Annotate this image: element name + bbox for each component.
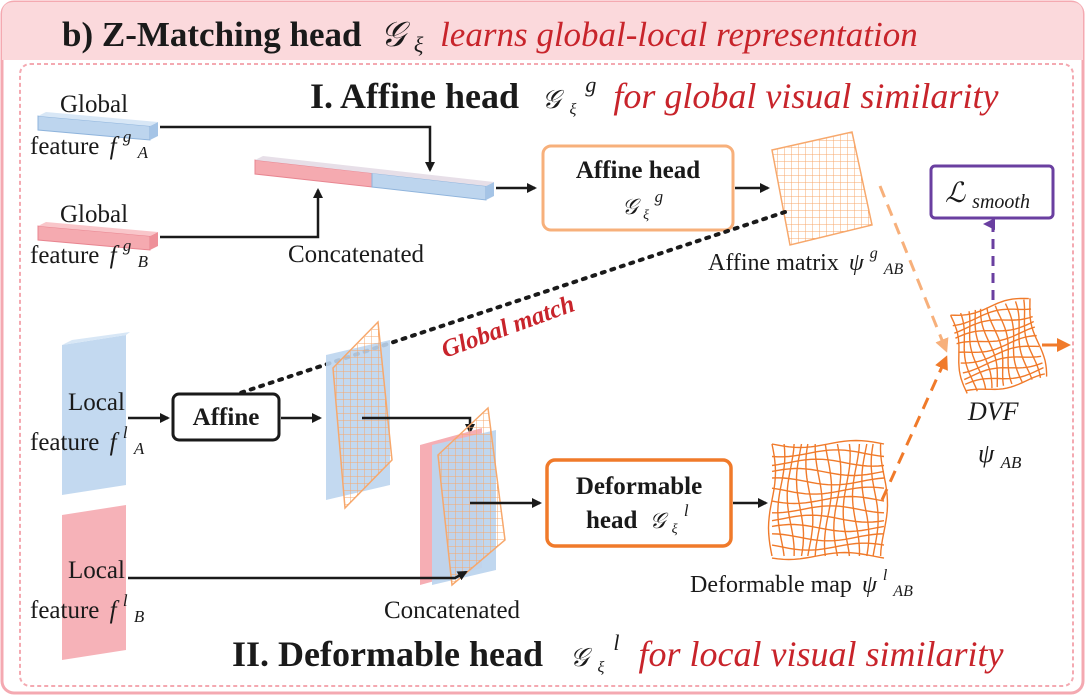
grid-line [767,443,777,557]
grid-line [958,334,1037,354]
grid-line [771,514,885,523]
grid-line [842,443,851,557]
grid-line [963,362,1043,381]
header-band [2,2,1083,60]
section2-symbol: 𝒢 [570,643,593,672]
grid-line [805,443,814,557]
dvf-title: DVF [967,397,1020,426]
affine-head-title: Affine head [576,157,700,184]
loss-smooth-label: ℒ smooth [945,178,1030,213]
section1-description: for global visual similarity [613,76,998,116]
arrow-deformable-map-to-dvf [880,355,948,501]
grid-line [950,297,1029,316]
grid-line [771,542,885,551]
grid-line [960,345,1039,364]
concatenated-bottom-label: Concatenated [384,597,521,624]
global-a-line1: Global [60,91,128,118]
global-a-label: feature f g A [30,121,149,162]
grid-line [771,486,885,495]
section2-title: II. Deformable head 𝒢 ξ l for local visu… [232,618,1003,680]
grid-line [956,326,1036,345]
global-feature-b-bar [37,222,158,251]
grid-line [771,495,885,505]
grid-line [1004,303,1023,383]
grid-line [979,308,999,388]
local-b-label: feature f l B [30,585,145,626]
affine-head-box [541,144,735,232]
grid-line [962,355,1042,374]
grid-line [1023,299,1042,378]
affine-matrix-label: Affine matrix ψ g AB [708,238,904,278]
local-a-label: feature f l A [30,417,145,458]
affine-box [171,392,281,442]
header-symbol-sub: ξ [414,32,424,57]
affine-head-symbol: 𝒢 ξ g [622,187,663,224]
arrow-global-a-to-concat [160,125,435,172]
grid-line [771,533,885,542]
grid-line [964,366,1044,385]
local-feature-b-block [62,505,126,660]
arrow-global-match [228,210,787,397]
concatenated-local-blocks [420,406,506,587]
arrow-local-b-to-concat [128,570,468,581]
grid-line [861,443,870,557]
grid-line [879,443,889,557]
affine-box-label: Affine [193,404,260,431]
header-prefix: b) Z-Matching head [62,15,362,54]
grid-line [994,305,1013,385]
deformable-map-label: Deformable map ψ l AB [690,560,913,600]
section1-title: I. Affine head 𝒢 ξ g for global visual s… [310,60,998,122]
concatenated-top-label: Concatenated [288,241,425,268]
grid-line [771,477,885,486]
arrow-affine-matrix-to-dvf [878,185,949,353]
local-feature-a-block [62,332,130,495]
global-b-line1: Global [60,201,128,228]
grid-line [771,467,885,477]
grid-line [974,309,993,389]
deformable-head-line1: Deformable [576,473,702,500]
grid-line [771,523,885,533]
grid-line [966,373,1045,392]
deformable-head-line2: head 𝒢 ξ l [586,501,689,539]
deformable-head-box [545,458,733,548]
grid-line [959,312,978,392]
local-b-line1: Local [68,557,125,584]
dvf-symbol: ψ AB [978,439,1022,472]
grid-line [986,307,1005,386]
grid-line [968,311,987,390]
section2-title-text: II. Deformable head [232,634,543,674]
header-description: learns global-local representation [440,15,918,54]
header-title: b) Z-Matching head 𝒢 ξ learns global-loc… [62,15,918,60]
local-a-line1: Local [68,389,125,416]
section2-description: for local visual similarity [638,634,1003,674]
grid-line [823,443,833,557]
concatenated-global-bar [254,156,494,201]
warped-local-feature [326,320,393,510]
grid-line [1029,298,1048,377]
global-b-label: feature f g B [30,230,149,271]
header-symbol: 𝒢 [380,15,410,54]
arrow-global-b-to-concat [160,188,323,239]
global-feature-a-bar [37,112,158,141]
grid-line [777,443,786,557]
grid-line [949,314,968,394]
grid-line [771,439,885,449]
section1-symbol: 𝒢 [542,85,565,114]
section1-title-text: I. Affine head [310,76,519,116]
grid-line [870,443,879,557]
grid-line [771,551,885,561]
deformable-map-grid [767,439,889,561]
grid-line [833,443,842,557]
dvf-grid [949,297,1048,394]
